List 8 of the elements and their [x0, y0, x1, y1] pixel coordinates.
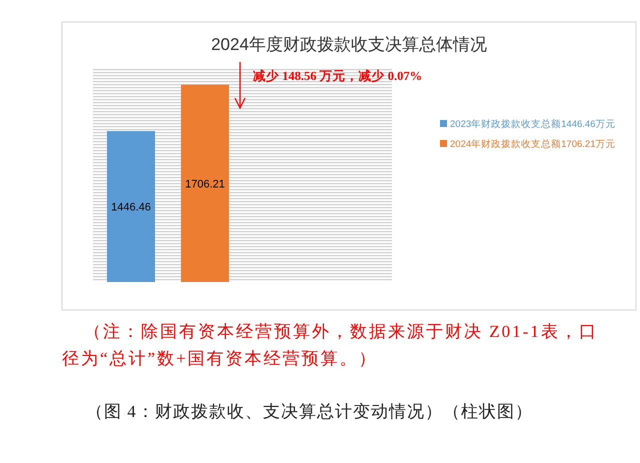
text: 减少 148.56 万元，减少 0.07%: [253, 69, 422, 83]
text: （注：除国有资本经营预算外，数据来源于财决 Z01-1表，口径为“总计”数+国有资本经营预算。）: [62, 321, 599, 370]
data-label: 1446.46: [111, 202, 151, 214]
legend-label: 2024年财政拨款收支总额1706.21万元: [450, 138, 616, 150]
legend-label: 2023年财政拨款收支总额1446.46万元: [450, 118, 616, 130]
text: （图 4：财政拨款收、支决算总计变动情况）（柱状图）: [86, 401, 534, 423]
data-label: 1706.21: [185, 178, 225, 190]
text: 2024年度财政拨款收支决算总体情况: [211, 35, 487, 54]
